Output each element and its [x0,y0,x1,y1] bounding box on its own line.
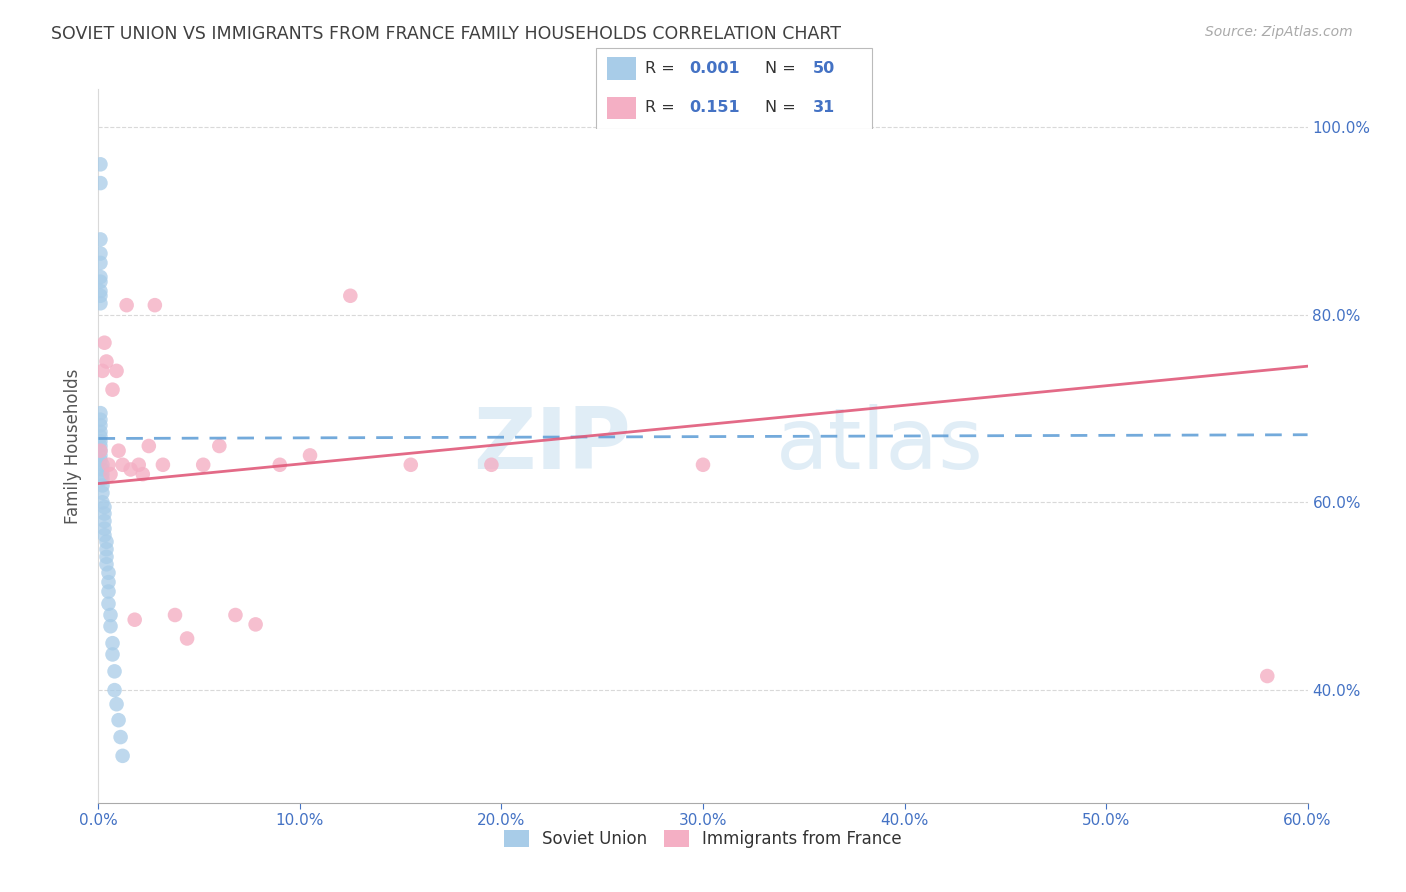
Point [100,607,122,622]
Point [481,458,503,472]
Point [89,443,111,458]
Point [124,613,146,627]
Point [93,500,115,514]
Point [89,284,111,298]
Point [89,406,111,420]
Point [97,597,120,611]
Point [89,296,111,310]
Point [143,298,166,312]
Point [163,607,186,622]
Point [269,458,291,472]
Point [89,425,111,439]
Point [208,439,231,453]
Point [91,462,114,476]
Point [107,443,129,458]
FancyBboxPatch shape [596,48,872,128]
Point [224,607,246,622]
Y-axis label: Family Households: Family Households [65,368,83,524]
Text: 0.001: 0.001 [689,61,740,76]
Text: R =: R = [645,61,681,76]
Point [89,232,111,246]
Point [89,439,111,453]
Point [89,413,111,427]
Point [1256,669,1278,683]
Point [93,507,115,521]
Point [93,528,115,542]
Point [152,458,174,472]
Point [89,270,111,285]
Point [101,383,124,397]
Point [91,478,114,492]
Point [89,256,111,270]
FancyBboxPatch shape [607,57,636,80]
Point [89,246,111,260]
Point [96,542,118,557]
Text: 50: 50 [813,61,835,76]
Point [97,584,120,599]
Point [89,434,111,449]
Point [115,298,138,312]
Point [132,467,155,482]
Text: Source: ZipAtlas.com: Source: ZipAtlas.com [1205,25,1353,39]
Text: N =: N = [765,100,801,115]
Point [97,566,120,580]
Point [89,453,111,467]
Text: 31: 31 [813,100,835,115]
Point [97,458,120,472]
Point [110,730,132,744]
Point [96,354,118,368]
Point [339,289,361,303]
Point [105,697,128,711]
Point [89,275,111,289]
Point [93,522,115,536]
Point [89,429,111,443]
Point [91,495,114,509]
Point [89,176,111,190]
Point [96,534,118,549]
Text: atlas: atlas [776,404,984,488]
Point [93,514,115,528]
Point [93,335,115,350]
Point [100,467,122,482]
Point [91,486,114,500]
Text: N =: N = [765,61,801,76]
Point [692,458,714,472]
Point [299,449,322,463]
Point [105,364,128,378]
Point [91,364,114,378]
Point [111,748,134,763]
Point [107,713,129,727]
Point [89,157,111,171]
Point [89,418,111,433]
FancyBboxPatch shape [607,96,636,120]
Point [399,458,422,472]
Text: R =: R = [645,100,681,115]
Text: 0.151: 0.151 [689,100,740,115]
Text: ZIP: ZIP [472,404,630,488]
Legend: Soviet Union, Immigrants from France: Soviet Union, Immigrants from France [498,823,908,855]
Point [138,439,160,453]
Point [97,575,120,590]
Point [100,619,122,633]
Point [89,443,111,458]
Point [96,558,118,572]
Point [128,458,150,472]
Point [101,636,124,650]
Point [103,665,125,679]
Text: SOVIET UNION VS IMMIGRANTS FROM FRANCE FAMILY HOUSEHOLDS CORRELATION CHART: SOVIET UNION VS IMMIGRANTS FROM FRANCE F… [51,25,841,43]
Point [91,472,114,486]
Point [245,617,267,632]
Point [103,683,125,698]
Point [120,462,142,476]
Point [91,467,114,482]
Point [176,632,198,646]
Point [89,289,111,303]
Point [193,458,215,472]
Point [96,549,118,564]
Point [101,648,124,662]
Point [91,458,114,472]
Point [111,458,134,472]
Point [89,449,111,463]
